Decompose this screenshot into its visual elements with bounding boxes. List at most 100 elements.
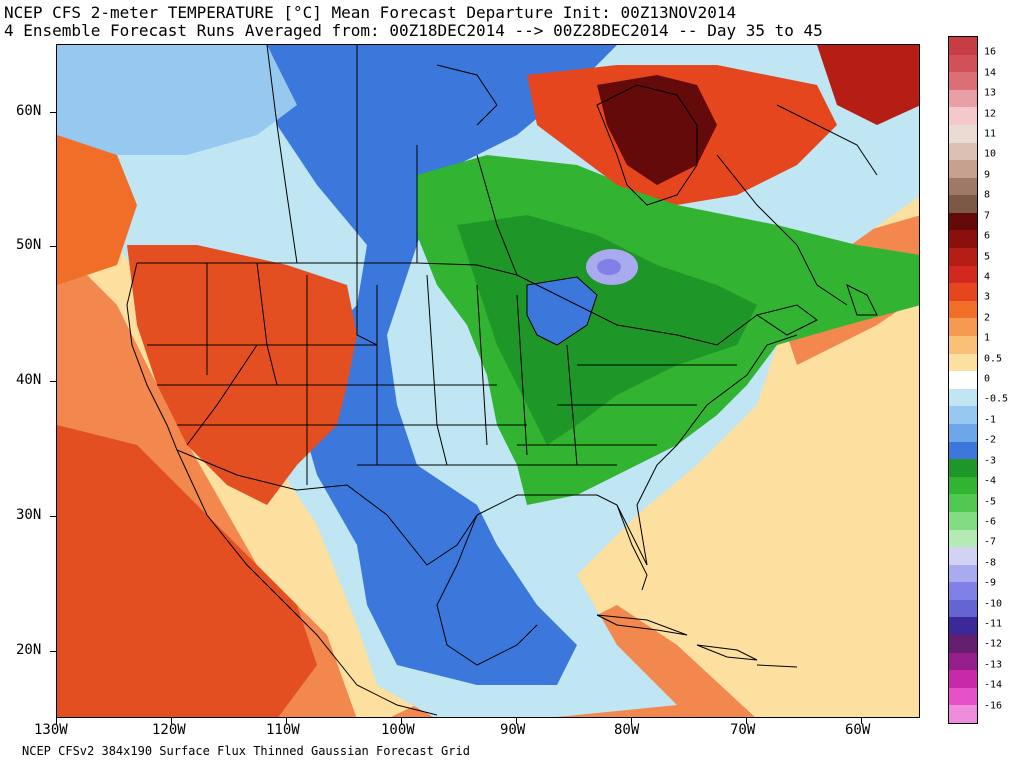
legend-swatch	[948, 248, 978, 267]
legend-label: -13	[984, 659, 1003, 671]
lat-label: 60N	[16, 103, 42, 119]
legend-swatch	[948, 564, 978, 583]
blue-cold-region-pacific	[57, 45, 297, 165]
lon-tick-80w	[631, 718, 632, 724]
map-canvas	[57, 45, 919, 717]
legend-swatch	[948, 670, 978, 689]
legend-label: 12	[984, 108, 997, 120]
legend-label: 4	[984, 271, 991, 283]
great-lakes	[526, 276, 598, 346]
legend-swatch	[948, 142, 978, 161]
legend-label: -2	[984, 434, 997, 446]
legend-label: -8	[984, 557, 997, 569]
lon-label: 70W	[730, 722, 756, 738]
warm-northeast-pocket	[817, 45, 919, 125]
legend-label: 9	[984, 169, 991, 181]
legend-swatch	[948, 89, 978, 108]
legend-swatch	[948, 54, 978, 73]
lon-tick-130w	[56, 718, 57, 724]
legend-label: 14	[984, 67, 997, 79]
legend-label: 13	[984, 87, 997, 99]
legend-swatch	[948, 529, 978, 548]
lat-label: 30N	[16, 507, 42, 523]
title-line-1: NCEP CFS 2-meter TEMPERATURE [°C] Mean F…	[4, 3, 737, 22]
legend-label: 0.5	[984, 353, 1003, 365]
legend-label: 2	[984, 312, 991, 324]
legend-label: -1	[984, 414, 997, 426]
legend-label: 3	[984, 291, 991, 303]
legend-swatch	[948, 599, 978, 618]
legend-label: -12	[984, 638, 1003, 650]
legend-label: 16	[984, 46, 997, 58]
footer-note: NCEP CFSv2 384x190 Surface Flux Thinned …	[22, 744, 470, 758]
legend-swatch	[948, 494, 978, 513]
legend-swatch	[948, 441, 978, 460]
lat-label: 20N	[16, 642, 42, 658]
lon-label: 110W	[266, 722, 300, 738]
lon-tick-60w	[861, 718, 862, 724]
legend-label: 6	[984, 230, 991, 242]
legend-label: -7	[984, 536, 997, 548]
legend-swatch	[948, 371, 978, 390]
legend-label: -4	[984, 475, 997, 487]
lat-tick-30n	[50, 516, 56, 517]
legend-label: 0	[984, 373, 991, 385]
legend-swatch	[948, 617, 978, 636]
legend-swatch	[948, 423, 978, 443]
legend-label: -16	[984, 700, 1003, 712]
green-strong-core	[457, 215, 757, 445]
warm-pacific-band	[57, 135, 137, 285]
lon-label: 60W	[845, 722, 871, 738]
legend-swatch	[948, 230, 978, 249]
legend-swatch	[948, 687, 978, 706]
lon-label: 90W	[500, 722, 526, 738]
political-borders	[126, 45, 878, 716]
legend-swatch	[948, 635, 978, 654]
lon-label: 80W	[614, 722, 640, 738]
lat-tick-50n	[50, 246, 56, 247]
legend-label: -6	[984, 516, 997, 528]
lon-tick-90w	[516, 718, 517, 724]
legend-swatch	[948, 124, 978, 144]
legend-label: -0.5	[984, 393, 1009, 405]
legend-label: 5	[984, 251, 991, 262]
legend-swatch	[948, 353, 978, 372]
legend-swatch	[948, 476, 978, 495]
lon-tick-120w	[171, 718, 172, 724]
legend-swatch	[948, 107, 978, 126]
legend-swatch	[948, 318, 978, 337]
legend-swatch	[948, 336, 978, 355]
lon-label: 100W	[381, 722, 415, 738]
lon-tick-70w	[746, 718, 747, 724]
legend-swatch	[948, 582, 978, 601]
legend-swatch	[948, 459, 978, 478]
legend-swatch	[948, 37, 978, 56]
lon-tick-110w	[286, 718, 287, 724]
legend-swatch	[948, 195, 978, 214]
legend-label: -14	[984, 679, 1003, 691]
lon-tick-100w	[401, 718, 402, 724]
legend-swatch	[948, 212, 978, 231]
legend-label: 1	[984, 332, 991, 344]
legend-swatch	[948, 511, 978, 530]
lat-label: 50N	[16, 237, 42, 253]
warm-mexico-pacific	[57, 425, 317, 717]
legend-swatch	[948, 406, 978, 425]
legend-swatch	[948, 160, 978, 179]
title-line-2: 4 Ensemble Forecast Runs Averaged from: …	[4, 21, 823, 40]
legend-swatch	[948, 547, 978, 566]
lon-label: 120W	[152, 722, 186, 738]
blue-cold-region	[257, 45, 617, 685]
lat-tick-20n	[50, 651, 56, 652]
legend-label: -11	[984, 618, 1003, 630]
legend-label: -5	[984, 496, 997, 507]
color-legend	[948, 36, 978, 724]
temperature-anomaly-map	[56, 44, 920, 718]
legend-label: 7	[984, 210, 991, 222]
legend-label: 8	[984, 189, 991, 201]
dark-warm-core	[597, 75, 717, 185]
legend-label: -10	[984, 598, 1003, 610]
lat-label: 40N	[16, 372, 42, 388]
legend-label: 11	[984, 128, 997, 140]
